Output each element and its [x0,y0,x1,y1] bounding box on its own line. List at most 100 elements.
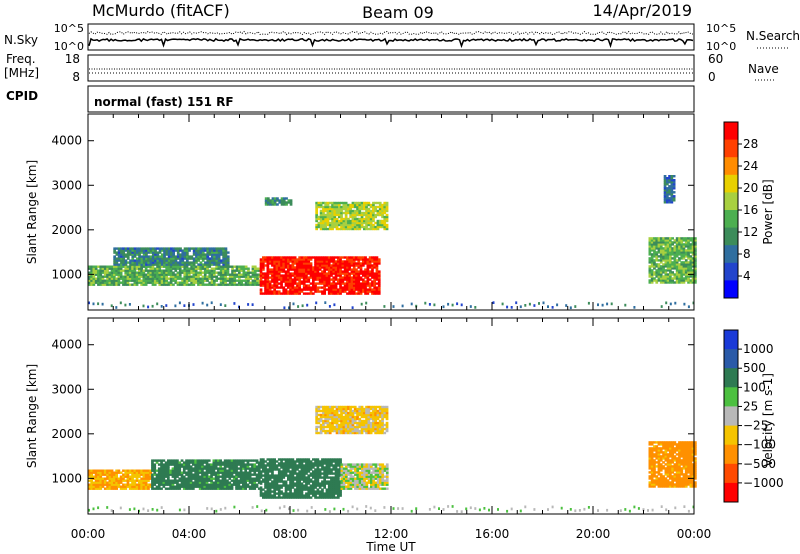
heatmap-cell [122,469,125,472]
heatmap-cell [217,481,220,484]
heatmap-cell [366,266,370,269]
heatmap-cell [262,258,265,261]
heatmap-cell [126,261,130,264]
heatmap-cell [302,268,306,271]
heatmap-cell [360,215,364,219]
heatmap-cell [217,267,221,270]
heatmap-cell [287,458,290,461]
heatmap-cell [219,273,223,276]
heatmap-cell [331,217,334,221]
heatmap-cell [363,227,366,231]
heatmap-cell [342,221,346,225]
heatmap-cell [157,479,161,482]
heatmap-cell [90,267,93,270]
heatmap-cell [314,490,317,493]
heatmap-cell [189,479,193,482]
heatmap-cell [268,256,272,259]
heatmap-cell [340,483,344,486]
colorbar-swatch [724,157,738,176]
heatmap-cell [650,247,654,250]
scatter-cell [469,506,472,510]
heatmap-cell [212,463,216,466]
heatmap-cell [316,496,320,499]
heatmap-cell [682,239,686,242]
heatmap-cell [179,259,182,262]
scatter-cell [165,304,168,307]
heatmap-cell [185,277,189,280]
heatmap-cell [133,283,137,286]
heatmap-cell [385,215,389,219]
heatmap-cell [353,201,357,205]
heatmap-cell [324,421,327,425]
heatmap-cell [371,270,374,273]
heatmap-cell [215,267,218,270]
heatmap-cell [106,483,109,486]
heatmap-cell [198,461,202,464]
heatmap-cell [662,253,665,256]
heatmap-cell [316,274,320,277]
heatmap-cell [201,467,204,470]
heatmap-cell [282,476,286,479]
heatmap-cell [239,465,243,468]
heatmap-cell [171,459,175,462]
heatmap-cell [248,477,252,480]
heatmap-cell [235,279,239,282]
heatmap-cell [228,461,232,464]
heatmap-cell [338,201,341,205]
heatmap-cell [650,271,654,274]
heatmap-cell [347,211,350,215]
heatmap-cell [682,267,686,270]
heatmap-cell [302,264,306,267]
heatmap-cell [119,487,123,490]
heatmap-cell [248,459,252,462]
heatmap-cell [242,461,245,464]
heatmap-cell [259,488,263,491]
heatmap-cell [106,277,109,280]
heatmap-cell [332,268,336,271]
heatmap-cell [247,271,250,274]
heatmap-cell [345,463,348,466]
scatter-cell [565,304,568,307]
heatmap-cell [176,467,179,470]
heatmap-cell [259,464,263,467]
heatmap-cell [174,257,178,260]
heatmap-cell [689,275,693,278]
heatmap-cell [316,460,320,463]
heatmap-cell [206,249,210,252]
heatmap-cell [128,265,132,268]
heatmap-cell [214,477,218,480]
heatmap-cell [198,469,202,472]
heatmap-cell [205,461,209,464]
heatmap-cell [149,249,153,252]
heatmap-cell [129,263,132,266]
heatmap-cell [327,256,331,259]
heatmap-cell [215,255,219,258]
heatmap-cell [324,407,327,411]
heatmap-cell [291,284,295,287]
heatmap-cell [259,472,263,475]
heatmap-cell [298,264,301,267]
heatmap-cell [117,253,121,256]
heatmap-cell [201,283,205,286]
heatmap-cell [244,273,248,276]
heatmap-cell [385,225,389,229]
scatter-cell [542,301,545,305]
heatmap-cell [327,258,331,261]
heatmap-cell [648,245,652,248]
heatmap-cell [385,479,389,482]
heatmap-cell [219,279,223,282]
heatmap-cell [262,494,265,497]
heatmap-cell [211,251,214,254]
heatmap-cell [174,273,178,276]
heatmap-cell [219,463,222,466]
heatmap-cell [322,413,325,417]
heatmap-cell [298,458,301,461]
heatmap-cell [689,239,693,242]
heatmap-cell [264,470,267,473]
heatmap-cell [672,183,676,186]
heatmap-cell [277,472,281,475]
heatmap-cell [291,480,295,483]
heatmap-cell [669,261,672,264]
heatmap-cell [671,277,674,280]
heatmap-cell [650,265,654,268]
